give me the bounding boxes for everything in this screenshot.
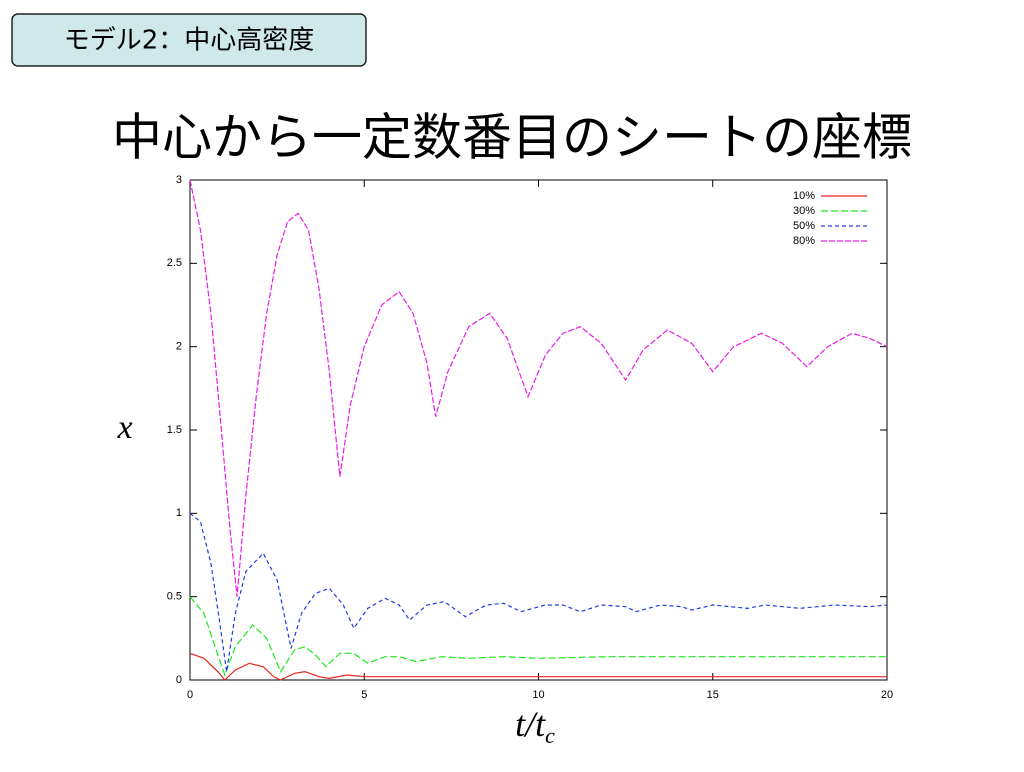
x-tick-label: 0 <box>187 689 193 701</box>
slide-title: 中心から一定数番目のシートの座標 <box>112 109 912 167</box>
x-tick-label: 10 <box>532 689 544 701</box>
y-tick-label: 0.5 <box>167 591 182 603</box>
tag-label: モデル2：中心高密度 <box>64 26 315 56</box>
legend-label: 80% <box>793 235 815 247</box>
y-tick-label: 3 <box>176 174 182 186</box>
data-line <box>189 596 887 677</box>
x-axis-label-main: t/t <box>515 704 546 744</box>
y-tick-label: 2 <box>176 341 182 353</box>
data-line <box>189 179 888 597</box>
legend-label: 50% <box>793 220 815 232</box>
x-tick-label: 15 <box>707 689 719 701</box>
tag-box <box>11 13 367 67</box>
y-tick-label: 1 <box>176 507 182 519</box>
x-axis-label-sub: c <box>545 723 555 748</box>
y-axis-label: x <box>116 409 132 446</box>
y-tick-label: 2.5 <box>167 257 182 269</box>
data-line <box>189 512 888 672</box>
x-tick-label: 5 <box>361 689 367 701</box>
y-tick-label: 1.5 <box>167 424 182 436</box>
plot-frame <box>189 179 888 681</box>
data-line <box>189 652 887 681</box>
x-tick-label: 20 <box>881 689 893 701</box>
legend-label: 10% <box>793 190 815 202</box>
y-tick-label: 0 <box>176 674 182 686</box>
legend-label: 30% <box>793 205 815 217</box>
x-axis-label: t/tc <box>515 704 555 748</box>
